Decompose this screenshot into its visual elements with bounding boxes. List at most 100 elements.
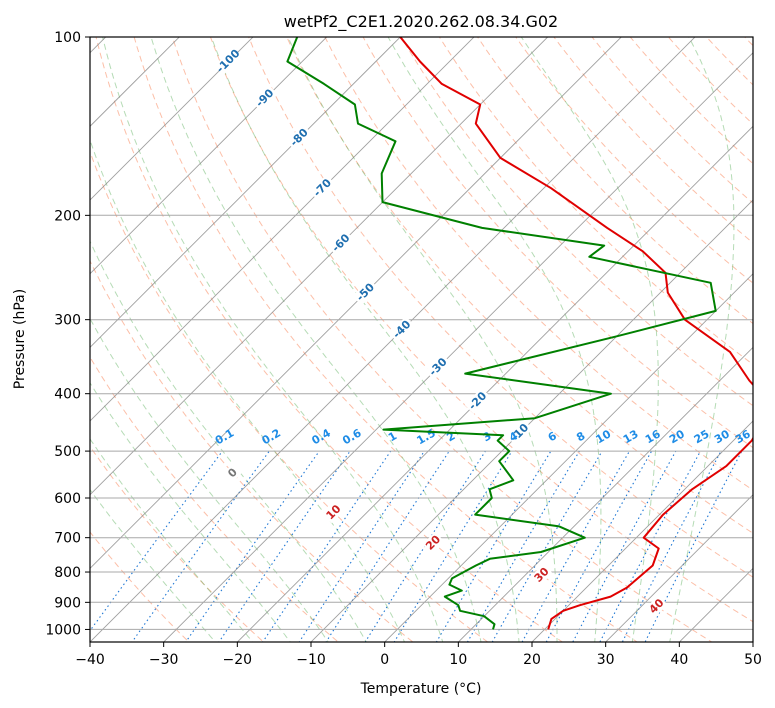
y-axis-label: Pressure (hPa)	[12, 289, 28, 389]
moist-adiabat-line	[90, 240, 367, 642]
x-tick-label: 50	[744, 652, 762, 668]
dry-adiabat-line	[90, 356, 339, 642]
x-tick-label: 0	[380, 652, 389, 668]
dry-adiabat-line	[95, 37, 564, 642]
y-tick-label: 500	[54, 444, 81, 460]
y-tick-label: 300	[54, 313, 81, 329]
isotherm-label: -100	[214, 47, 243, 76]
dry-adiabat-line	[705, 37, 753, 86]
mixing-ratio-line	[90, 450, 223, 632]
dry-adiabat-line	[476, 37, 753, 325]
isotherm-line	[90, 37, 549, 496]
mixing-ratio-line	[466, 450, 580, 642]
isotherm-line	[236, 125, 753, 642]
dry-adiabat-line	[171, 37, 713, 642]
y-tick-label: 400	[54, 387, 81, 403]
dry-adiabat-label: 40	[647, 596, 667, 616]
isotherm-label-bg	[352, 279, 379, 306]
mixing-ratio-label: 0.1	[213, 426, 236, 447]
isotherm-label-bg	[327, 229, 355, 257]
y-tick-label: 100	[54, 30, 81, 46]
moist-adiabat-line	[102, 37, 444, 642]
isotherm-line	[90, 37, 622, 570]
mixing-ratio-label: 1.5	[414, 426, 437, 447]
x-tick-label: 10	[449, 652, 467, 668]
x-tick-label: −30	[149, 652, 179, 668]
mixing-ratio-line	[262, 450, 392, 642]
moist-adiabat-line	[90, 138, 406, 642]
dry-adiabat-label-bg	[530, 563, 553, 586]
dry-adiabat-line	[438, 37, 753, 366]
mixing-ratio-label: 13	[621, 427, 641, 446]
isotherm-line	[678, 567, 753, 642]
plot-frame	[89, 36, 754, 643]
moist-adiabat-line	[387, 37, 602, 642]
isotherm-label-bg	[424, 353, 452, 381]
x-tick-label: −40	[75, 652, 105, 668]
dry-adiabat-label-bg	[645, 595, 668, 618]
x-tick-label: 30	[597, 652, 615, 668]
isotherm-label-group: -30	[424, 353, 452, 381]
y-tick-label: 200	[54, 208, 81, 224]
dry-adiabat-label-bg	[322, 501, 345, 524]
y-tick-label: 600	[54, 491, 81, 507]
mixing-ratio-label: 0.6	[340, 426, 364, 447]
x-axis-label: Temperature (°C)	[360, 681, 482, 697]
isotherm-line	[605, 494, 753, 642]
x-tick-label: 20	[523, 652, 541, 668]
dry-adiabat-line	[248, 37, 753, 578]
isotherm-line	[90, 37, 401, 348]
y-axis: 100 200 300 400 500 600 700 800 900 1000	[45, 30, 90, 638]
dry-adiabat-line	[286, 37, 753, 534]
moist-adiabat-line	[669, 37, 735, 642]
dry-adiabat-line	[591, 37, 753, 204]
isotherm-label-bg	[388, 316, 415, 343]
isotherm-label-bg	[251, 85, 278, 112]
dry-adiabat-line	[90, 445, 265, 642]
isotherm-label-group: -40	[388, 316, 415, 343]
dry-adiabat-line	[400, 37, 753, 407]
isotherm-label-bg	[215, 48, 242, 75]
isotherm-line	[531, 420, 753, 642]
isotherm-label-group: -90	[251, 85, 278, 112]
moist-adiabat-line	[90, 488, 216, 642]
x-tick-label: −20	[223, 652, 253, 668]
isotherm-line	[163, 52, 753, 642]
moist-adiabat-line	[150, 37, 482, 642]
profiles	[286, 37, 753, 630]
y-tick-label: 900	[54, 595, 81, 611]
isotherm-line	[90, 37, 254, 201]
mixing-ratio-line	[325, 450, 450, 642]
dry-adiabat-line	[90, 259, 414, 642]
moist-adiabat-line	[90, 317, 329, 642]
mixing-ratio-label: 3	[480, 429, 493, 444]
dewpoint-profile-line	[286, 37, 717, 630]
x-axis: −40 −30 −20 −10 0 10 20 30 40 50	[75, 642, 762, 668]
isotherm-line	[90, 37, 180, 127]
dry-adiabat-line	[90, 150, 489, 642]
mixing-ratio-label: 16	[643, 427, 663, 446]
y-tick-label: 1000	[45, 622, 81, 638]
dry-adiabat-label-group: 0	[221, 461, 244, 484]
mixing-ratio-label: 8	[574, 429, 587, 444]
isotherm-label-bg	[464, 387, 491, 415]
mixing-ratio-label: 6	[546, 429, 559, 444]
moist-adiabat-line	[210, 37, 520, 642]
mixing-ratio-label: 1	[386, 429, 399, 444]
y-tick-label: 800	[54, 565, 81, 581]
isotherm-label-group: -100	[214, 47, 243, 76]
mixing-ratio-line	[491, 450, 603, 642]
mixing-ratio-line	[298, 450, 425, 642]
isotherm-line	[0, 10, 59, 654]
isotherm-label-bg	[506, 419, 533, 446]
y-tick-label: 700	[54, 531, 81, 547]
dry-adiabat-line	[629, 37, 753, 165]
isotherm-label-group: -60	[327, 229, 355, 257]
isotherm-label-bg	[309, 174, 336, 201]
isotherm-line	[90, 37, 475, 422]
mixing-ratio-label: 0.4	[310, 426, 334, 447]
mixing-ratio-line	[131, 450, 270, 642]
dry-adiabat-line	[324, 37, 753, 491]
chart-title: wetPf2_C2E1.2020.262.08.34.G02	[284, 12, 558, 32]
